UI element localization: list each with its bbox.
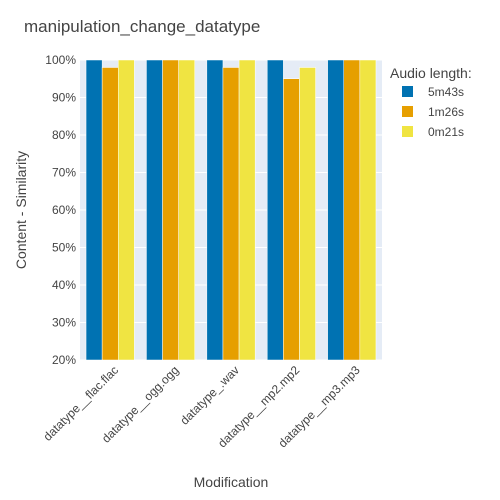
bar (178, 59, 196, 361)
x-tick-labels: datatype__flac.flacdatatype__ogg.oggdata… (40, 363, 362, 450)
y-tick-labels: 20% 30% 40% 50% 60% 70% 80% 90% 100% (45, 53, 76, 367)
y-axis-title: Content - Similarity (13, 151, 29, 269)
y-tick-label: 50% (52, 241, 76, 255)
bar (162, 59, 179, 361)
bar (222, 67, 240, 361)
legend: Audio length: 5m43s 1m26s 0m21s (390, 65, 472, 139)
legend-label: 1m26s (428, 105, 464, 119)
legend-swatch (402, 126, 413, 137)
bars (85, 59, 377, 361)
y-tick-label: 40% (52, 278, 76, 292)
bar (238, 59, 256, 361)
bar (283, 78, 300, 361)
bar (85, 59, 103, 361)
y-tick-label: 30% (52, 316, 76, 330)
legend-label: 5m43s (428, 85, 464, 99)
x-axis-title: Modification (194, 474, 269, 490)
legend-swatch (402, 86, 413, 97)
legend-title: Audio length: (390, 65, 472, 81)
bar (327, 59, 344, 361)
bar (266, 59, 284, 361)
y-tick-label: 90% (52, 91, 76, 105)
legend-label: 0m21s (428, 125, 464, 139)
y-tick-label: 100% (45, 53, 76, 67)
bar (206, 59, 224, 361)
bar (299, 67, 316, 361)
bar (118, 59, 135, 361)
y-tick-label: 70% (52, 166, 76, 180)
chart-title: manipulation_change_datatype (24, 17, 260, 36)
bar (101, 67, 119, 361)
y-tick-label: 20% (52, 353, 76, 367)
bar (359, 59, 377, 361)
y-tick-label: 80% (52, 128, 76, 142)
x-tick-label: datatype_.wav (177, 363, 242, 428)
y-tick-label: 60% (52, 203, 76, 217)
bar (146, 59, 163, 361)
bar (343, 59, 361, 361)
legend-swatch (402, 106, 413, 117)
